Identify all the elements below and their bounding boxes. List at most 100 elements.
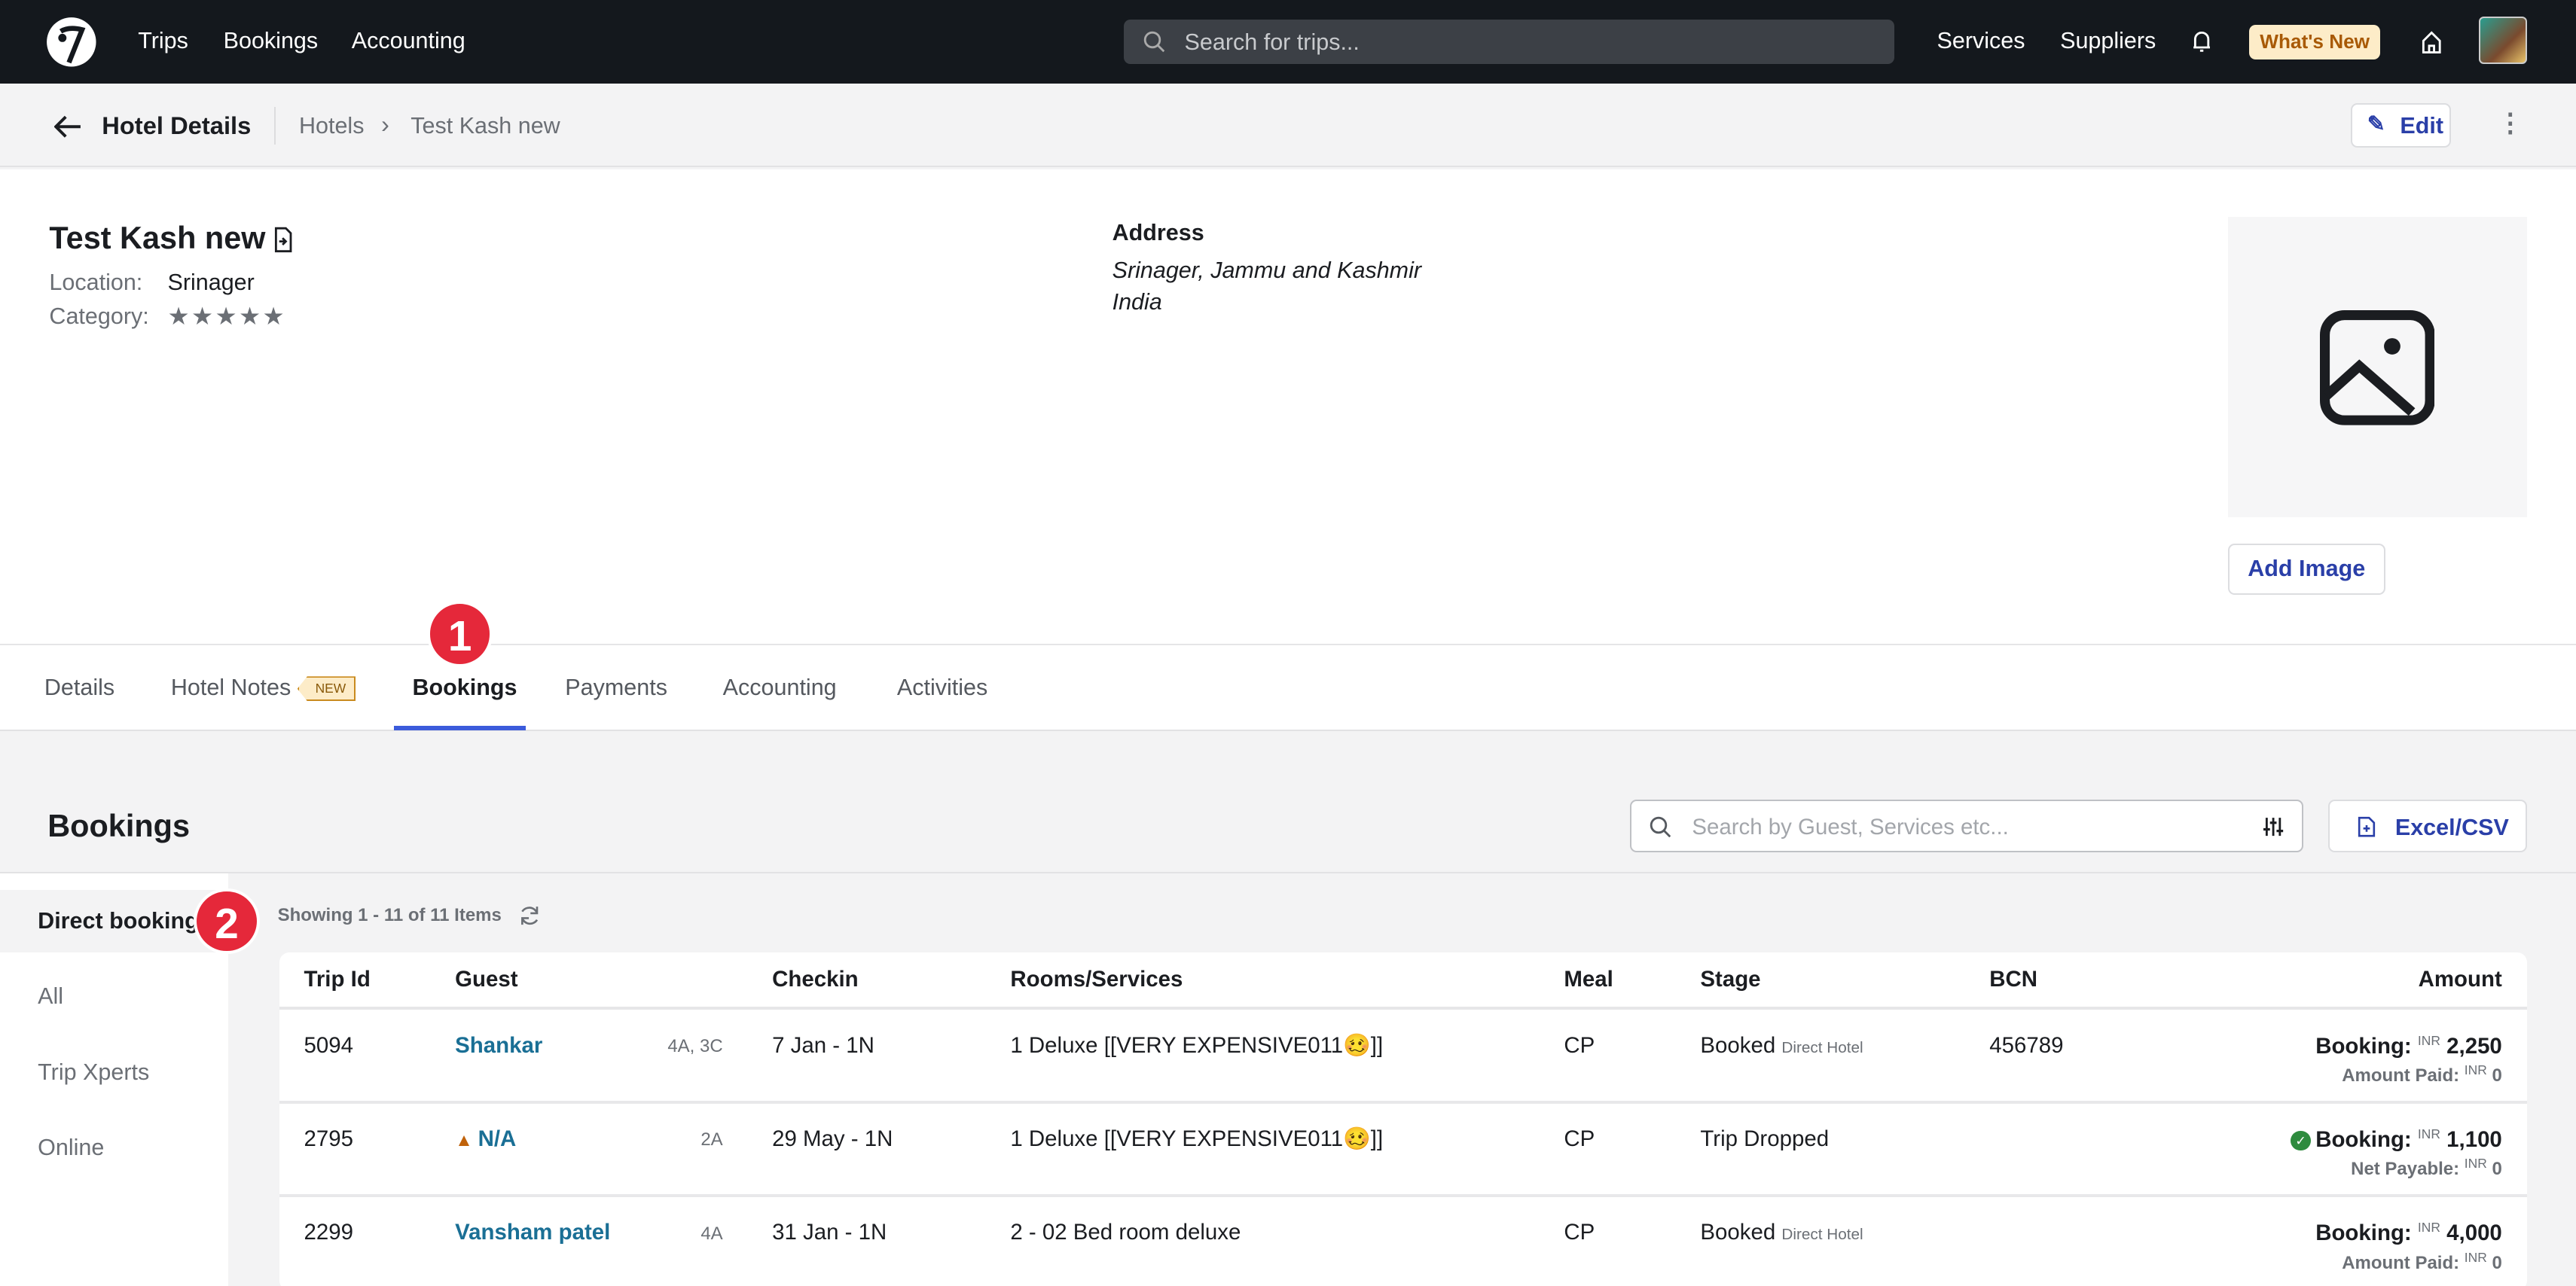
amount-label: Booking: — [2315, 1033, 2412, 1059]
filter-all[interactable]: All — [38, 983, 64, 1010]
file-export-icon — [2358, 816, 2375, 837]
currency: INR — [2464, 1156, 2487, 1172]
sub-label: Amount Paid: — [2342, 1252, 2460, 1273]
warning-icon: ▲ — [455, 1130, 478, 1151]
amount-value: 2,250 — [2446, 1033, 2502, 1059]
tab-bar: Details Hotel Notes NEW Bookings Payment… — [0, 643, 2576, 731]
address-line2: India — [1112, 288, 1162, 315]
category-label: Category: — [49, 303, 149, 330]
filter-trip-xperts[interactable]: Trip Xperts — [38, 1059, 150, 1085]
tab-details[interactable]: Details — [44, 675, 115, 701]
stage: Booked — [1700, 1220, 1776, 1245]
search-placeholder: Search for trips... — [1184, 29, 1360, 56]
meal: CP — [1564, 1195, 1701, 1286]
meal: CP — [1564, 1008, 1701, 1104]
add-image-button[interactable]: Add Image — [2227, 543, 2385, 595]
col-amount[interactable]: Amount — [2236, 952, 2527, 1010]
top-nav: Trips Bookings Accounting Search for tri… — [0, 0, 2576, 84]
nav-bookings[interactable]: Bookings — [223, 28, 319, 54]
bookings-title: Bookings — [47, 808, 191, 844]
table-row[interactable]: 2299 Vansham patel 4A 31 Jan - 1N 2 - 02… — [279, 1195, 2527, 1286]
document-link-icon[interactable] — [273, 227, 294, 253]
tab-hotel-notes[interactable]: Hotel Notes — [170, 675, 291, 701]
more-options-icon[interactable]: ⋮ — [2497, 108, 2524, 138]
filter-online[interactable]: Online — [38, 1135, 105, 1161]
meal: CP — [1564, 1102, 1701, 1197]
trip-search-input[interactable]: Search for trips... — [1123, 20, 1894, 65]
col-checkin[interactable]: Checkin — [772, 952, 1011, 1010]
search-icon — [1650, 816, 1671, 838]
star-rating: ★★★★★ — [167, 302, 286, 331]
page-header: Hotel Details Hotels › Test Kash new ✎ E… — [0, 84, 2576, 168]
sub-label: Net Payable: — [2351, 1159, 2460, 1180]
col-guest[interactable]: Guest — [455, 952, 652, 1010]
currency: INR — [2464, 1249, 2487, 1265]
stage-sub: Direct Hotel — [1781, 1038, 1863, 1056]
checkin: 31 Jan - 1N — [772, 1195, 1011, 1286]
active-filter-bg — [0, 890, 229, 953]
nav-accounting[interactable]: Accounting — [351, 28, 465, 54]
search-placeholder: Search by Guest, Services etc... — [1692, 814, 2009, 840]
annotation-badge-2: 2 — [194, 888, 260, 955]
nav-suppliers[interactable]: Suppliers — [2060, 28, 2156, 54]
tab-activities[interactable]: Activities — [896, 675, 988, 701]
divider — [0, 872, 2576, 874]
hotel-name: Test Kash new — [49, 220, 266, 256]
address-label: Address — [1112, 220, 1204, 246]
sub-label: Amount Paid: — [2342, 1065, 2460, 1086]
filter-direct-booking[interactable]: Direct booking — [38, 908, 199, 934]
rooms-services: 1 Deluxe [[VERY EXPENSIVE011🥴]] — [1010, 1008, 1564, 1104]
col-stage[interactable]: Stage — [1700, 952, 1990, 1010]
col-bcn[interactable]: BCN — [1989, 952, 2236, 1010]
sub-amount: 0 — [2492, 1252, 2502, 1273]
breadcrumb-hotels[interactable]: Hotels — [298, 113, 365, 139]
home-icon[interactable] — [2420, 29, 2443, 54]
edit-button[interactable]: ✎ Edit — [2351, 103, 2452, 148]
bcn — [1989, 1102, 2236, 1197]
image-placeholder — [2227, 216, 2527, 518]
rooms-services: 2 - 02 Bed room deluxe — [1010, 1195, 1564, 1286]
avatar[interactable] — [2479, 16, 2527, 65]
pax: 2A — [652, 1102, 773, 1197]
guest-link[interactable]: Vansham patel — [455, 1220, 611, 1245]
export-excel-button[interactable]: Excel/CSV — [2327, 800, 2527, 852]
filter-sliders-icon[interactable] — [2263, 816, 2284, 837]
table-row[interactable]: 5094 Shankar 4A, 3C 7 Jan - 1N 1 Deluxe … — [279, 1008, 2527, 1104]
refresh-icon[interactable] — [519, 905, 540, 926]
amount-label: Booking: — [2315, 1126, 2412, 1152]
currency: INR — [2417, 1032, 2440, 1048]
tab-accounting[interactable]: Accounting — [722, 675, 837, 701]
location-label: Location: — [49, 269, 143, 295]
bcn — [1989, 1195, 2236, 1286]
trip-id[interactable]: 2795 — [279, 1102, 456, 1197]
whats-new-button[interactable]: What's New — [2248, 24, 2381, 59]
trip-id[interactable]: 2299 — [279, 1195, 456, 1286]
trip-id[interactable]: 5094 — [279, 1008, 456, 1104]
pagination-summary: Showing 1 - 11 of 11 Items — [277, 904, 502, 925]
col-rooms[interactable]: Rooms/Services — [1010, 952, 1564, 1010]
col-trip-id[interactable]: Trip Id — [279, 952, 456, 1010]
guest-link[interactable]: N/A — [478, 1126, 517, 1152]
bell-icon[interactable] — [2192, 29, 2211, 54]
rooms-services: 1 Deluxe [[VERY EXPENSIVE011🥴]] — [1010, 1102, 1564, 1197]
search-icon — [1143, 32, 1165, 53]
nav-services[interactable]: Services — [1937, 28, 2025, 54]
table-header-row: Trip Id Guest Checkin Rooms/Services Mea… — [279, 952, 2527, 1010]
stage: Booked — [1700, 1032, 1776, 1058]
pax: 4A — [652, 1195, 773, 1286]
nav-trips[interactable]: Trips — [138, 28, 188, 54]
divider — [274, 106, 276, 145]
tab-payments[interactable]: Payments — [565, 675, 667, 701]
bookings-search-input[interactable]: Search by Guest, Services etc... — [1629, 800, 2303, 852]
back-arrow-icon[interactable] — [53, 115, 82, 139]
col-meal[interactable]: Meal — [1564, 952, 1701, 1010]
breadcrumb-chevron-icon: › — [381, 110, 389, 139]
edit-label: Edit — [2400, 113, 2444, 139]
active-tab-indicator — [394, 725, 526, 731]
bookings-table: Trip Id Guest Checkin Rooms/Services Mea… — [279, 952, 2527, 1286]
logo-icon[interactable] — [46, 17, 97, 68]
table-row[interactable]: 2795 ▲ N/A 2A 29 May - 1N 1 Deluxe [[VER… — [279, 1102, 2527, 1197]
tab-bookings[interactable]: Bookings — [412, 675, 517, 701]
pencil-icon: ✎ — [2367, 112, 2385, 137]
guest-link[interactable]: Shankar — [455, 1032, 543, 1058]
